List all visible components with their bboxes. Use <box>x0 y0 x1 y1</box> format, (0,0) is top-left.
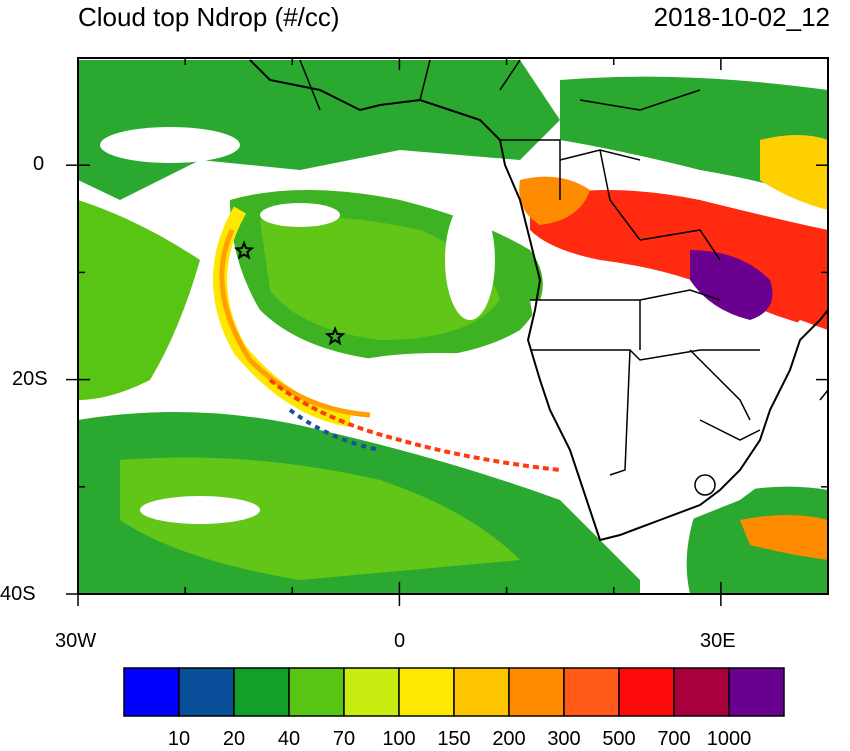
colorbar-label: 500 <box>602 728 636 750</box>
colorbar-swatch <box>453 667 510 717</box>
x-tick-30e: 30E <box>700 630 736 652</box>
colorbar-swatch <box>728 667 785 717</box>
cloud-southeast-warm <box>740 515 828 560</box>
y-tick-20s: 20S <box>12 368 48 390</box>
plot-frame <box>77 57 829 595</box>
colorbar-label: 10 <box>167 728 191 750</box>
colorbar-swatch <box>618 667 675 717</box>
colorbar-label: 40 <box>277 728 301 750</box>
cloud-field-south-light <box>120 457 520 580</box>
colorbar-swatch <box>673 667 730 717</box>
axis-ticks <box>66 57 829 606</box>
star-markers <box>233 240 346 346</box>
x-tick-0: 0 <box>394 630 406 652</box>
colorbar-swatch <box>178 667 235 717</box>
colorbar-swatch <box>508 667 565 717</box>
cloud-field-north <box>78 60 560 200</box>
southern-africa-clear <box>530 300 828 540</box>
colorbar <box>123 667 785 717</box>
chart-title: Cloud top Ndrop (#/cc) <box>78 2 340 32</box>
colorbar-swatch <box>123 667 180 717</box>
africa-west-coastline <box>249 59 828 542</box>
lesotho-border <box>694 474 716 496</box>
y-tick-0: 0 <box>33 153 45 175</box>
map-plot-area <box>78 58 828 594</box>
colorbar-label: 200 <box>492 728 526 750</box>
cloud-field-west <box>78 200 200 400</box>
colorbar-label: 150 <box>437 728 471 750</box>
clear-gap-1 <box>260 203 340 227</box>
colorbar-swatch <box>288 667 345 717</box>
clear-gap-3 <box>100 127 240 163</box>
cloud-blue-band <box>288 408 381 452</box>
colorbar-swatch <box>398 667 455 717</box>
clear-gap-2 <box>330 353 550 397</box>
colorbar-label: 70 <box>332 728 356 750</box>
country-borders <box>299 59 761 476</box>
y-tick-40s: 40S <box>0 583 36 605</box>
colorbar-label: 700 <box>657 728 691 750</box>
colorbar-swatch <box>343 667 400 717</box>
star-marker-2 <box>324 325 346 346</box>
star-marker-1 <box>233 240 255 260</box>
timestamp-label: 2018-10-02_12 <box>653 2 830 32</box>
colorbar-label: 20 <box>222 728 246 750</box>
colorbar-label: 300 <box>547 728 581 750</box>
colorbar-label: 100 <box>382 728 416 750</box>
clear-gap-4 <box>445 200 495 320</box>
cloud-red-band <box>268 378 561 472</box>
cloud-orange-arc <box>219 228 371 418</box>
colorbar-swatch <box>563 667 620 717</box>
clear-gap-5 <box>140 496 260 524</box>
cloud-land-yellow-east <box>760 135 828 210</box>
x-tick-30w: 30W <box>55 630 97 652</box>
colorbar-swatch <box>233 667 290 717</box>
madagascar-coast <box>819 389 828 401</box>
cloud-land-orange <box>519 176 590 225</box>
colorbar-label: 1000 <box>706 728 752 750</box>
cloud-land-purple <box>690 250 773 320</box>
cloud-field-inner <box>260 216 500 340</box>
